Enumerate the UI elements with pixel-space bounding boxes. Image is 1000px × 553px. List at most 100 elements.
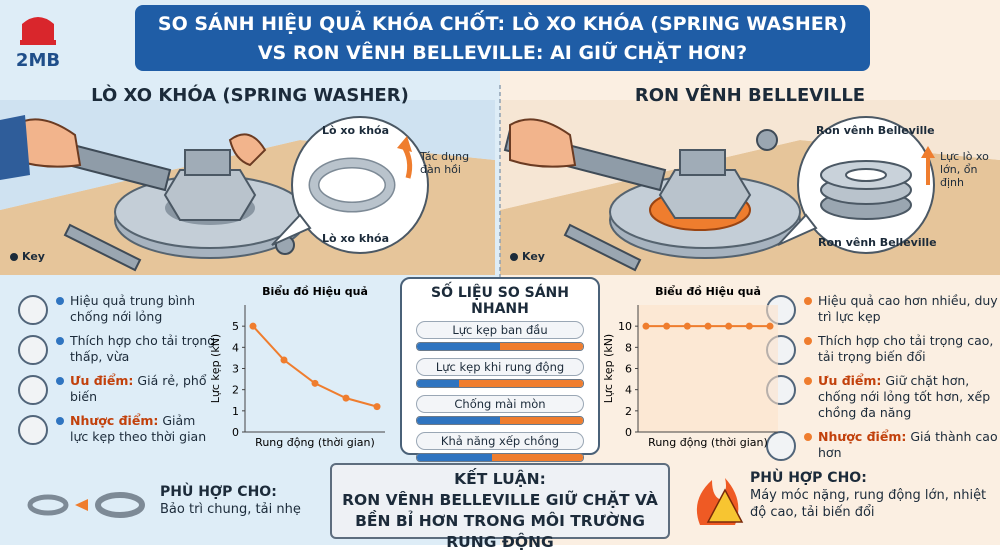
chart: Biểu đồ Hiệu quả Rung động (thời gian) Lực…	[209, 285, 385, 449]
left-scene-part	[291, 116, 429, 254]
bullet-text: Thích hợp cho tải trọng cao, tải trọng b…	[818, 333, 994, 364]
bullet-icon	[766, 431, 796, 461]
footer-icons-part	[75, 499, 88, 511]
comparison-rows: Lực kẹp ban đầu Lực kẹp khi rung động Chốn…	[402, 321, 598, 462]
bullet-lead: Ưu điểm:	[818, 373, 882, 388]
left-scene	[0, 100, 495, 275]
row-label: Khả năng xếp chồng	[416, 432, 584, 450]
chart-title: Biểu đồ Hiệu quả	[262, 285, 368, 298]
bar-spring	[417, 343, 500, 350]
left-scene-part	[397, 136, 412, 152]
data-point	[683, 322, 691, 330]
data-point	[704, 322, 712, 330]
bullet-dot	[804, 433, 812, 441]
bullet-text: Thích hợp cho tải trọng thấp, vừa	[70, 333, 216, 364]
conclusion-line: RON VÊNH BELLEVILLE GIỮ CHẶT VÀ	[342, 491, 658, 509]
suited-text: Bảo trì chung, tải nhẹ	[160, 502, 301, 517]
x-axis-label: Rung động (thời gian)	[648, 436, 768, 449]
bullet: Nhược điểm: Giá thành cao hơn	[760, 429, 998, 461]
data-line	[252, 325, 378, 408]
y-tick-label: 4	[625, 384, 632, 397]
suited-label: PHÙ HỢP CHO:	[750, 470, 867, 486]
data-point	[725, 322, 733, 330]
left-scene-part	[163, 169, 257, 221]
right-scene-part	[845, 168, 887, 182]
bullet-dot	[56, 297, 64, 305]
y-tick-label: 0	[232, 426, 239, 439]
logo-icon	[20, 17, 56, 45]
y-tick-label: 4	[232, 341, 239, 354]
conclusion: KẾT LUẬN: RON VÊNH BELLEVILLE GIỮ CHẶT V…	[330, 463, 670, 551]
bar-belleville	[491, 454, 583, 461]
row-bar	[416, 379, 584, 388]
comparison-row: Lực kẹp khi rung động	[416, 358, 584, 388]
left-heading: LÒ XO KHÓA (SPRING WASHER)	[91, 85, 409, 106]
bullet-icon	[18, 335, 48, 365]
data-point	[280, 356, 288, 364]
comparison-row: Lực kẹp ban đầu	[416, 321, 584, 351]
bullet-text: Giá rẻ, phổ biến	[70, 373, 207, 404]
left-scene-part	[310, 159, 394, 211]
conclusion-line: BỀN BỈ HƠN TRONG MÔI TRƯỜNG RUNG ĐỘNG	[355, 512, 645, 551]
bullet: Hiệu quả cao hơn nhiều, duy trì lực kẹp	[760, 293, 998, 325]
footer-icons-part	[706, 488, 744, 523]
title-line: SO SÁNH HIỆU QUẢ KHÓA CHỐT: LÒ XO KHÓA (…	[157, 13, 848, 35]
y-tick-label: 8	[625, 341, 632, 354]
bullet-icon	[18, 375, 48, 405]
y-axis-label: Lực kẹp (kN)	[602, 334, 615, 403]
logo-icon-part	[22, 17, 54, 40]
conclusion-label: KẾT LUẬN:	[454, 470, 546, 488]
y-tick-label: 0	[625, 426, 632, 439]
bullet: Ưu điểm: Giữ chặt hơn, chống nới lỏng tố…	[760, 373, 998, 421]
left-scene-part	[184, 149, 231, 176]
right-scene-part	[510, 253, 518, 261]
callout-note: Lực lò xo lớn, ổn định	[940, 150, 989, 189]
y-tick-label: 10	[618, 320, 632, 333]
bullet-icon	[18, 295, 48, 325]
footer-icons	[27, 478, 744, 525]
bullet: Thích hợp cho tải trọng thấp, vừa	[12, 333, 217, 365]
data-point	[745, 322, 753, 330]
bullet-text: Giữ chặt hơn, chống nới lỏng tốt hơn, xế…	[818, 373, 991, 420]
data-point	[373, 403, 381, 411]
bullet: Ưu điểm: Giá rẻ, phổ biến	[12, 373, 217, 405]
data-point	[249, 322, 257, 330]
bullet-text: Giá thành cao hơn	[818, 429, 998, 460]
right-scene-part	[777, 213, 818, 246]
y-tick-label: 2	[232, 384, 239, 397]
right-scene-part	[509, 118, 577, 168]
callout-label: Lò xo khóa	[322, 124, 390, 137]
bullet: Nhược điểm: Giảm lực kẹp theo thời gian	[12, 413, 217, 445]
right-scene-part	[756, 129, 778, 151]
chart-title: Biểu đồ Hiệu quả	[655, 285, 761, 298]
panel-title: SỐ LIỆU SO SÁNH NHANH	[430, 285, 569, 317]
bar-spring	[417, 454, 492, 461]
footer-icons-part	[95, 492, 145, 518]
callout-label: Ron vênh Belleville	[816, 124, 935, 137]
key-label: Key	[522, 250, 545, 263]
comparison-row: Chống mài mòn	[416, 395, 584, 425]
right-scene	[500, 100, 1000, 275]
row-bar	[416, 453, 584, 462]
y-tick-label: 5	[232, 320, 239, 333]
right-scene-part	[679, 149, 726, 176]
chart: Biểu đồ Hiệu quả Rung động (thời gian) Lực…	[602, 285, 778, 449]
bar-belleville	[500, 417, 583, 424]
right-scene-part	[658, 169, 752, 219]
left-scene-part	[228, 133, 267, 167]
left-suited: PHÙ HỢP CHO: Bảo trì chung, tải nhẹ	[160, 484, 330, 518]
left-bullets: Hiệu quả trung bình chống nới lỏng Thích …	[12, 293, 217, 453]
bullet-icon	[18, 415, 48, 445]
bullet-dot	[56, 377, 64, 385]
bullet: Thích hợp cho tải trọng cao, tải trọng b…	[760, 333, 998, 365]
left-scene-part	[63, 223, 142, 272]
row-label: Lực kẹp ban đầu	[416, 321, 584, 339]
bullet-text: Hiệu quả cao hơn nhiều, duy trì lực kẹp	[818, 293, 998, 324]
callout-note: Tác dụng đàn hồi	[420, 150, 470, 176]
comparison-panel: SỐ LIỆU SO SÁNH NHANH Lực kẹp ban đầu Lực…	[400, 277, 600, 462]
right-bullets: Hiệu quả cao hơn nhiều, duy trì lực kẹp T…	[760, 293, 998, 469]
data-point	[642, 322, 650, 330]
callout-label: Lò xo khóa	[322, 232, 390, 245]
